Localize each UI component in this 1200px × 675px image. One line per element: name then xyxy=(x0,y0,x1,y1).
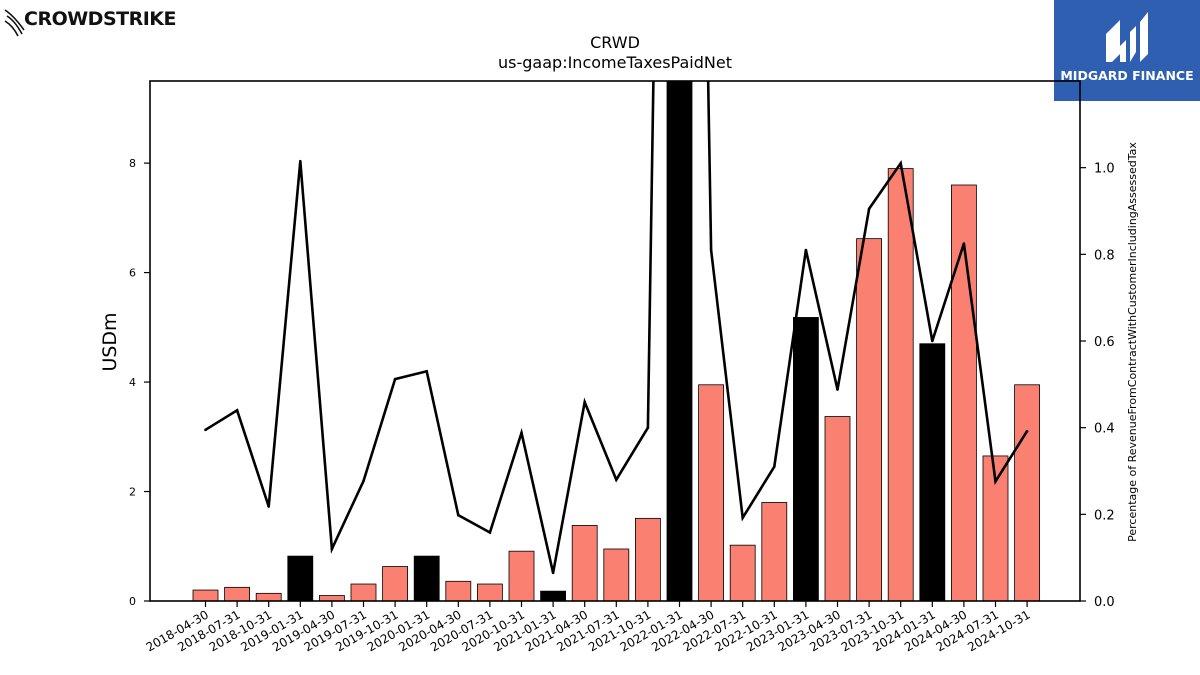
line-point-2019-07-31 xyxy=(362,480,365,483)
bar-2019-01-31 xyxy=(288,556,313,601)
line-point-2024-04-30 xyxy=(963,242,966,245)
line-point-2021-04-30 xyxy=(583,401,586,404)
line-point-2023-10-31 xyxy=(899,162,902,165)
line-point-2019-10-31 xyxy=(394,378,397,381)
y-axis-ticks: 0 2 4 6 8 xyxy=(129,157,150,608)
chart-title: CRWD xyxy=(590,33,640,52)
y-tick-label: 4 xyxy=(129,376,136,389)
bar-series xyxy=(193,0,1040,601)
bar-2019-07-31 xyxy=(351,584,376,601)
y-axis-label: USDm xyxy=(99,312,121,371)
line-point-2022-04-30 xyxy=(710,249,713,252)
bar-2022-10-31 xyxy=(762,502,787,601)
chart-root: CRWD us-gaap:IncomeTaxesPaidNet USDm Per… xyxy=(0,0,1200,675)
y-tick-label: 0 xyxy=(129,595,136,608)
line-point-2020-04-30 xyxy=(457,514,460,517)
bar-2020-01-31 xyxy=(414,556,439,601)
y-tick-label: 2 xyxy=(129,486,136,499)
line-point-2021-10-31 xyxy=(647,426,650,429)
bar-2022-01-31 xyxy=(667,0,692,601)
y2-axis-label: Percentage of RevenueFromContractWithCus… xyxy=(1126,142,1139,542)
line-point-2018-10-31 xyxy=(267,505,270,508)
line-point-2022-10-31 xyxy=(773,465,776,468)
line-point-2020-07-31 xyxy=(489,531,492,534)
line-point-2024-01-31 xyxy=(931,340,934,343)
line-point-2024-07-31 xyxy=(994,480,997,483)
bar-2023-10-31 xyxy=(888,169,913,601)
bar-2022-04-30 xyxy=(699,385,724,601)
y-tick-label: 6 xyxy=(129,267,136,280)
line-point-2022-07-31 xyxy=(741,517,744,520)
bar-2018-10-31 xyxy=(256,593,281,601)
line-point-2024-10-31 xyxy=(1026,430,1029,433)
bar-2021-07-31 xyxy=(604,549,629,601)
bar-2020-07-31 xyxy=(477,584,502,601)
bar-2020-10-31 xyxy=(509,551,534,601)
y2-tick-label: 1.0 xyxy=(1094,162,1115,177)
y2-axis-ticks: 0.0 0.2 0.4 0.6 0.8 1.0 xyxy=(1080,162,1115,610)
bar-2024-10-31 xyxy=(1015,385,1040,601)
bar-2018-07-31 xyxy=(225,587,250,601)
y2-tick-label: 0.4 xyxy=(1094,422,1115,437)
line-point-2020-01-31 xyxy=(425,370,428,373)
bar-2020-04-30 xyxy=(446,581,471,601)
y2-tick-label: 0.8 xyxy=(1094,248,1115,263)
bar-2021-01-31 xyxy=(541,591,566,601)
bar-2019-10-31 xyxy=(383,567,408,601)
bar-2021-04-30 xyxy=(572,525,597,601)
y2-tick-label: 0.2 xyxy=(1094,508,1115,523)
line-point-2019-01-31 xyxy=(299,160,302,163)
bar-2018-04-30 xyxy=(193,590,218,601)
chart-subtitle: us-gaap:IncomeTaxesPaidNet xyxy=(498,53,732,72)
line-point-2018-07-31 xyxy=(236,409,239,412)
line-point-2018-04-30 xyxy=(204,429,207,432)
x-axis-ticks: 2018-04-302018-07-312018-10-312019-01-31… xyxy=(144,601,1033,654)
bar-2019-04-30 xyxy=(319,596,344,601)
bar-2022-07-31 xyxy=(730,545,755,601)
bar-2021-10-31 xyxy=(635,518,660,601)
line-point-2021-01-31 xyxy=(552,572,555,575)
line-point-2023-07-31 xyxy=(868,208,871,211)
y2-tick-label: 0.6 xyxy=(1094,335,1115,350)
y-tick-label: 8 xyxy=(129,157,136,170)
line-point-2023-04-30 xyxy=(836,388,839,391)
line-point-2021-07-31 xyxy=(615,478,618,481)
bar-2024-01-31 xyxy=(920,344,945,601)
line-point-2019-04-30 xyxy=(331,548,334,551)
line-point-2020-10-31 xyxy=(520,432,523,435)
bar-2023-04-30 xyxy=(825,417,850,601)
y2-tick-label: 0.0 xyxy=(1094,595,1115,610)
bar-2023-07-31 xyxy=(857,239,882,601)
bar-2023-01-31 xyxy=(793,317,818,601)
line-point-2023-01-31 xyxy=(805,249,808,252)
